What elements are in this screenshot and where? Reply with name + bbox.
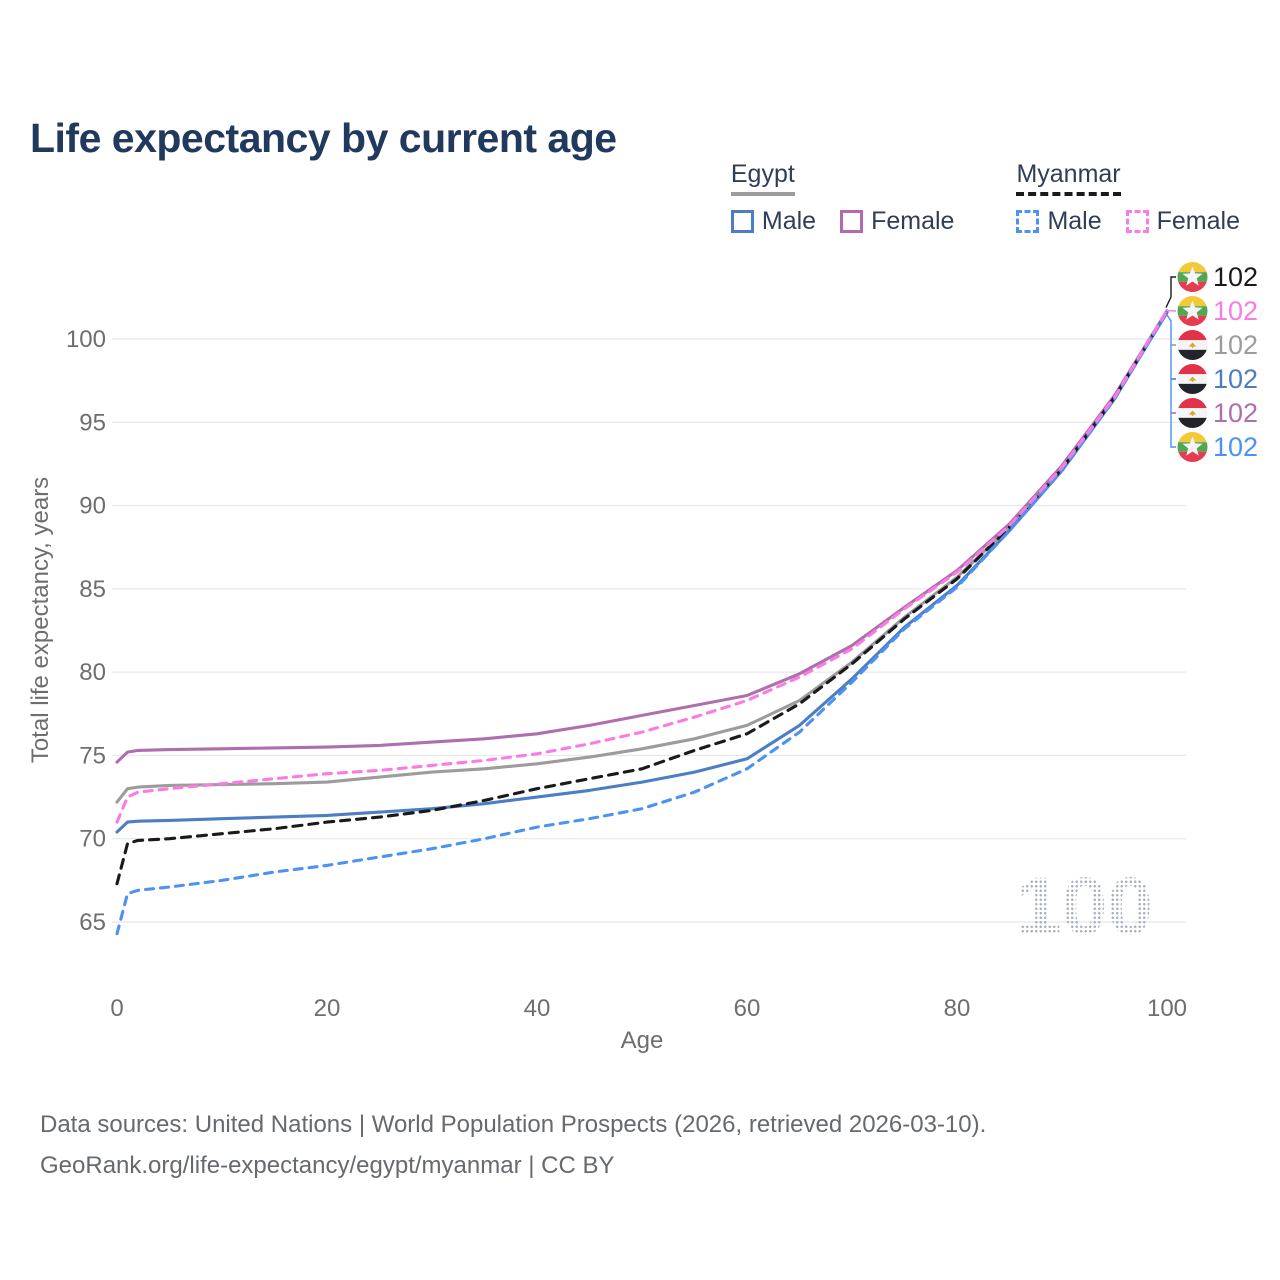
y-tick-label-100: 100 (66, 326, 106, 353)
egypt-flag-icon (1177, 364, 1208, 395)
x-tick-label-0: 0 (110, 995, 123, 1022)
end-label-leader-lines (1165, 276, 1177, 448)
egypt-flag-icon (1177, 330, 1208, 361)
end-label-row-egypt-3: 102 (1177, 364, 1258, 395)
y-tick-label-90: 90 (79, 493, 106, 520)
legend-swatch-icon (1125, 210, 1149, 233)
end-labels: 102 102 102 102 102 102 (1177, 262, 1258, 463)
x-tick-label-40: 40 (524, 995, 551, 1022)
legend-item-label: Female (1156, 207, 1240, 235)
legend-swatch-icon (840, 210, 864, 233)
y-tick-label-95: 95 (79, 409, 106, 436)
legend-item-label: Male (761, 207, 817, 235)
legend-group-myanmar: Myanmar Male Female (1016, 160, 1240, 236)
legend: Egypt Male Female Myanmar Male Female (730, 160, 1240, 236)
legend-item-myanmar-female[interactable]: Female (1125, 207, 1240, 236)
y-tick-label-75: 75 (79, 742, 106, 769)
legend-group-egypt: Egypt Male Female (730, 160, 954, 236)
end-label-row-egypt-4: 102 (1177, 398, 1258, 429)
series-line-myanmar-all[interactable] (115, 310, 1169, 886)
footer-sources-line: Data sources: United Nations | World Pop… (40, 1111, 987, 1138)
end-label-row-myanmar-1: 102 (1177, 296, 1258, 327)
legend-item-egypt-male[interactable]: Male (730, 207, 817, 236)
x-tick-label-20: 20 (314, 995, 341, 1022)
legend-item-myanmar-male[interactable]: Male (1016, 207, 1102, 236)
myanmar-flag-icon (1177, 262, 1208, 293)
end-label-row-myanmar-5: 102 (1177, 432, 1258, 463)
page-title: Life expectancy by current age (30, 115, 617, 162)
end-value-label: 102 (1213, 398, 1258, 428)
legend-heading-myanmar: Myanmar (1016, 160, 1121, 196)
y-tick-label-85: 85 (79, 576, 106, 603)
end-value-label: 102 (1213, 330, 1258, 360)
legend-swatch-icon (730, 210, 754, 233)
end-label-row-myanmar-0: 102 (1177, 262, 1258, 293)
watermark-100: 100 (1016, 861, 1153, 952)
x-tick-label-100: 100 (1147, 995, 1187, 1022)
myanmar-flag-icon (1177, 432, 1208, 463)
x-tick-label-60: 60 (734, 995, 761, 1022)
y-tick-label-80: 80 (79, 659, 106, 686)
footer: Data sources: United Nations | World Pop… (40, 1104, 986, 1186)
legend-item-label: Female (871, 207, 955, 235)
y-tick-label-70: 70 (79, 826, 106, 853)
y-axis-title: Total life expectancy, years (27, 477, 54, 763)
legend-item-egypt-female[interactable]: Female (840, 207, 954, 236)
legend-item-label: Male (1047, 207, 1102, 235)
x-tick-label-80: 80 (944, 995, 971, 1022)
x-axis-title: Age (621, 1027, 664, 1054)
series-line-myanmar-female[interactable] (115, 309, 1169, 824)
y-tick-label-65: 65 (79, 909, 106, 936)
series-line-egypt-all[interactable] (115, 310, 1169, 804)
series-line-egypt-male[interactable] (115, 310, 1169, 834)
myanmar-flag-icon (1177, 296, 1208, 327)
egypt-flag-icon (1177, 398, 1208, 429)
legend-heading-egypt: Egypt (730, 160, 795, 196)
footer-link-line: GeoRank.org/life-expectancy/egypt/myanma… (40, 1152, 615, 1179)
end-value-label: 102 (1213, 364, 1258, 394)
gridlines (112, 338, 1186, 923)
end-value-label: 102 (1213, 296, 1258, 326)
series-lines (115, 309, 1169, 936)
end-value-label: 102 (1213, 262, 1258, 292)
series-line-myanmar-male[interactable] (115, 310, 1169, 936)
axis-ticks: 65 70 75 80 85 90 95 100 0 20 40 60 80 100 (66, 326, 1187, 1022)
end-value-label: 102 (1213, 432, 1258, 462)
series-line-egypt-female[interactable] (115, 309, 1169, 764)
legend-swatch-icon (1016, 210, 1040, 233)
end-label-row-egypt-2: 102 (1177, 330, 1258, 361)
